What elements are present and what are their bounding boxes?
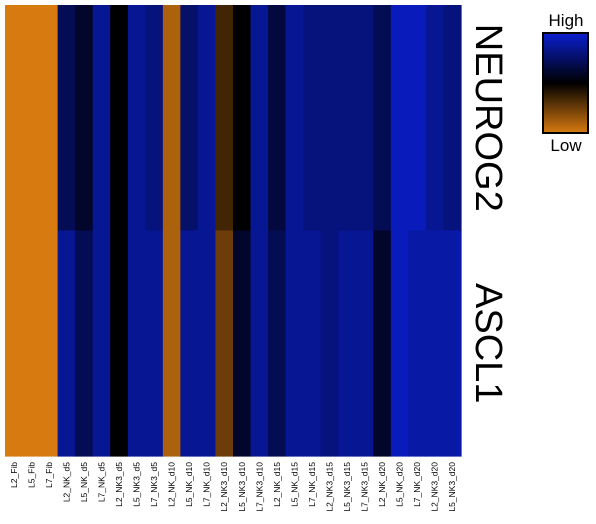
column-label: L5_NK3_d5 xyxy=(132,462,142,507)
heatmap-cell xyxy=(92,230,111,457)
column-label: L5_NK3_d20 xyxy=(447,462,457,512)
heatmap-cell xyxy=(425,230,445,457)
column-label: L2_NK3_d5 xyxy=(114,462,124,507)
heatmap-cell xyxy=(338,5,357,232)
heatmap-cell xyxy=(390,230,409,457)
heatmap-cell xyxy=(5,230,24,457)
heatmap-cell xyxy=(110,5,129,232)
heatmap-cell xyxy=(22,230,41,457)
heatmap-cell xyxy=(338,230,357,457)
heatmap-cell xyxy=(320,230,339,457)
row-label: ASCL1 xyxy=(467,283,509,403)
heatmap-cell xyxy=(75,230,94,457)
heatmap-cell xyxy=(145,5,164,232)
heatmap-cell xyxy=(22,5,41,232)
row-labels: NEUROG2 ASCL1 xyxy=(467,24,509,404)
heatmap-cell xyxy=(40,5,59,232)
heatmap-cell xyxy=(268,230,287,457)
heatmap-cell xyxy=(75,5,94,232)
heatmap-cell xyxy=(233,5,252,232)
column-label: L5_NK_d20 xyxy=(395,462,405,507)
heatmap-cell xyxy=(303,5,322,232)
heatmap-cell xyxy=(215,5,234,232)
heatmap-cell xyxy=(57,5,76,232)
heatmap-cell xyxy=(57,230,76,457)
heatmap-cell xyxy=(110,230,129,457)
row-label: NEUROG2 xyxy=(467,24,509,212)
column-label: L2_NK_d20 xyxy=(377,462,387,507)
heatmap-cell xyxy=(180,5,199,232)
heatmap-cell xyxy=(180,230,199,457)
color-legend: High Low xyxy=(542,11,589,155)
heatmap-cell xyxy=(197,5,217,232)
column-label: L7_NK_d5 xyxy=(96,462,106,502)
legend-low-label: Low xyxy=(550,136,582,155)
heatmap-cell xyxy=(355,230,374,457)
column-label: L7_NK3_d15 xyxy=(360,462,370,512)
heatmap-cell xyxy=(92,5,111,232)
heatmap-cell xyxy=(250,5,269,232)
legend-high-label: High xyxy=(549,11,584,30)
column-label: L5_Fib xyxy=(26,462,36,488)
heatmap-cell xyxy=(233,230,252,457)
heatmap-cell xyxy=(443,5,462,232)
heatmap-cell xyxy=(162,230,181,457)
heatmap-cell xyxy=(162,5,181,232)
column-label: L5_NK3_d10 xyxy=(237,462,247,512)
column-label: L7_Fib xyxy=(44,462,54,488)
heatmap-cell xyxy=(320,5,339,232)
heatmap-cell xyxy=(285,230,304,457)
heatmap-cell xyxy=(127,5,146,232)
heatmap-cell xyxy=(390,5,409,232)
heatmap-cell xyxy=(408,230,427,457)
heatmap-cell xyxy=(443,230,462,457)
column-label: L7_NK3_d5 xyxy=(149,462,159,507)
heatmap-cell xyxy=(285,5,304,232)
column-label: L7_NK_d10 xyxy=(202,462,212,507)
heatmap-cell xyxy=(268,5,287,232)
heatmap-cell xyxy=(355,5,374,232)
column-label: L2_Fib xyxy=(9,462,19,488)
column-label: L2_NK3_d20 xyxy=(430,462,440,512)
heatmap-cell xyxy=(197,230,217,457)
column-label: L2_NK_d5 xyxy=(61,462,71,502)
heatmap-cell xyxy=(215,230,234,457)
column-label: L7_NK3_d10 xyxy=(254,462,264,512)
heatmap-cell xyxy=(373,5,392,232)
heatmap-cell xyxy=(250,230,269,457)
heatmap-cell xyxy=(40,230,59,457)
column-label: L7_NK_d20 xyxy=(412,462,422,507)
column-label: L5_NK_d10 xyxy=(184,462,194,507)
column-label: L5_NK_d5 xyxy=(79,462,89,502)
column-label: L5_NK3_d15 xyxy=(342,462,352,512)
heatmap-cell xyxy=(373,230,392,457)
legend-gradient-bar xyxy=(542,32,589,134)
heatmap-cell xyxy=(5,5,24,232)
heatmap-cell xyxy=(425,5,445,232)
column-label: L7_NK_d15 xyxy=(307,462,317,507)
column-label: L2_NK_d15 xyxy=(272,462,282,507)
heatmap-cells xyxy=(5,5,462,457)
column-label: L5_NK_d15 xyxy=(289,462,299,507)
heatmap-cell xyxy=(145,230,164,457)
column-labels: L2_Fib L5_Fib L7_Fib L2_NK_d5 L5_NK_d5 L7_NK_… xyxy=(9,462,457,512)
heatmap-cell xyxy=(408,5,427,232)
heatmap-cell xyxy=(127,230,146,457)
column-label: L2_NK3_d15 xyxy=(324,462,334,512)
column-label: L2_NK_d10 xyxy=(167,462,177,507)
heatmap-cell xyxy=(303,230,322,457)
column-label: L2_NK3_d10 xyxy=(219,462,229,512)
